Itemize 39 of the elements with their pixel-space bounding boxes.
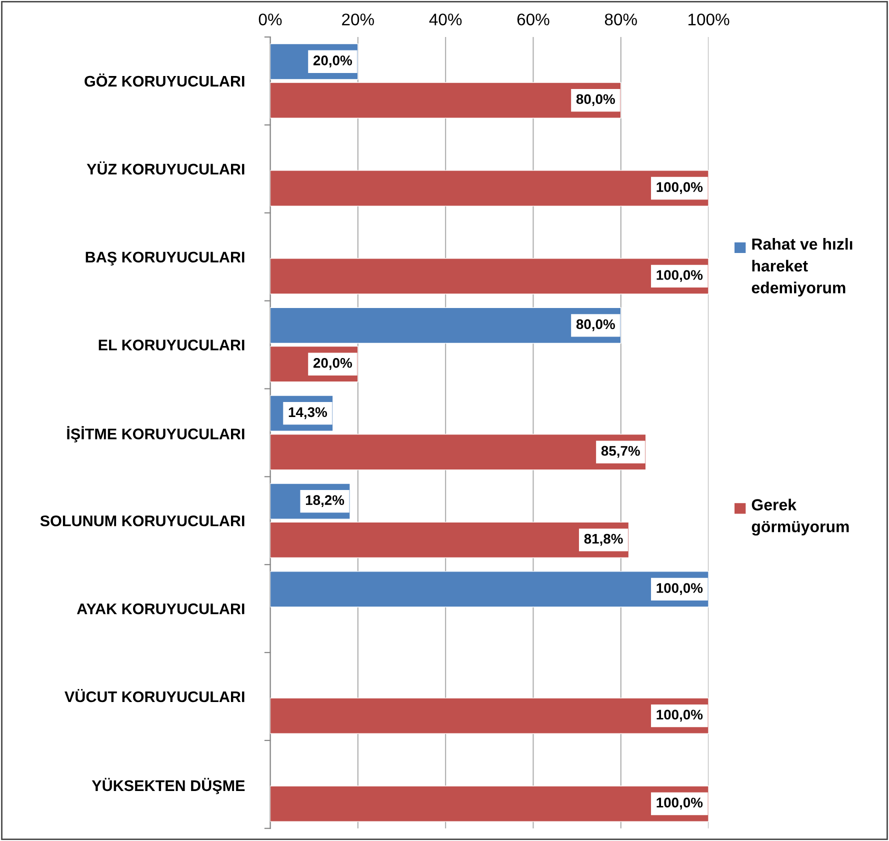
bar <box>270 258 709 294</box>
data-label: 18,2% <box>306 495 344 508</box>
bar <box>270 571 709 608</box>
data-label: 85,7% <box>601 446 640 458</box>
bar <box>270 522 630 558</box>
bar <box>270 786 709 822</box>
legend-label: Rahat ve hızlı hareket edemiyorum <box>752 238 852 297</box>
data-label: 100,0% <box>656 798 703 810</box>
bar <box>270 307 622 344</box>
data-label: 20,0% <box>313 56 352 68</box>
data-label: 100,0% <box>656 182 703 194</box>
data-label: 14,3% <box>288 407 328 420</box>
y-tick-label: İŞİTME KORUYUCULARI <box>67 426 244 442</box>
bar <box>270 698 709 734</box>
data-label: 100,0% <box>656 710 703 722</box>
y-tick-label: SOLUNUM KORUYUCULARI <box>40 515 244 526</box>
y-tick-label: BAŞ KORUYUCULARI <box>86 252 244 266</box>
x-tick-label: 40% <box>429 14 462 26</box>
bar <box>270 434 646 470</box>
bar <box>270 170 709 206</box>
y-tick-label: YÜKSEKTEN DÜŞME <box>92 778 245 794</box>
data-label: 100,0% <box>656 583 703 595</box>
data-label: 20,0% <box>313 358 352 370</box>
bar <box>270 82 622 118</box>
x-tick-label: 0% <box>258 14 282 26</box>
y-tick-label: VÜCUT KORUYUCULARI <box>64 688 244 702</box>
data-label: 100,0% <box>656 270 703 282</box>
data-label: 80,0% <box>576 319 615 332</box>
x-tick-label: 100% <box>688 14 730 26</box>
y-tick-label: AYAK KORUYUCULARI <box>76 603 244 614</box>
x-tick-label: 60% <box>517 14 550 26</box>
y-tick-label: YÜZ KORUYUCULARI <box>86 161 244 175</box>
y-tick-label: GÖZ KORUYUCULARI <box>84 73 244 87</box>
x-tick-label: 20% <box>342 14 374 26</box>
data-label: 80,0% <box>576 94 615 106</box>
y-tick-label: EL KORUYUCULARI <box>98 340 244 350</box>
data-label: 81,8% <box>584 534 623 546</box>
x-tick-label: 80% <box>604 14 637 26</box>
legend-label: Gerek görmüyorum <box>752 498 849 536</box>
